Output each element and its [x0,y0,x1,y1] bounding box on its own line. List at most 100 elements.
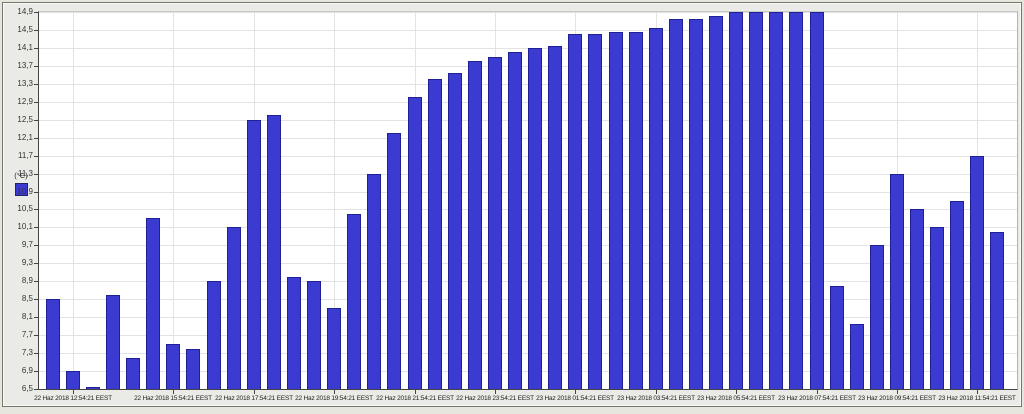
bar [428,79,442,389]
y-axis-tick-label: 8,5 [21,294,33,303]
y-axis-tick [34,138,38,139]
bar [970,156,984,389]
x-axis-tick-label: 22 Haz 2018 23:54:21 EEST [456,395,534,402]
y-axis-tick-label: 9,7 [21,240,33,249]
bar [930,227,944,389]
x-axis-tick [656,390,657,394]
y-axis-tick-label: 12,1 [17,133,33,142]
y-axis-tick-label: 6,5 [21,384,33,393]
x-axis-tick [736,390,737,394]
y-axis-tick-label: 6,9 [21,366,33,375]
y-axis-tick [34,389,38,390]
y-axis-unit-label: (°C) [14,171,28,180]
bar [629,32,643,389]
bar [488,57,502,389]
bar [890,174,904,389]
bar [207,281,221,389]
y-axis-tick-label: 7,7 [21,330,33,339]
gridline-v [334,12,335,389]
y-axis-tick-label: 13,3 [17,79,33,88]
y-axis-tick [34,120,38,121]
bar [709,16,723,389]
bar [186,349,200,389]
y-axis-tick [34,317,38,318]
x-axis-tick [73,390,74,394]
y-axis-legend: (°C) [7,171,35,196]
series-color-swatch [15,183,28,196]
y-axis-tick [34,84,38,85]
y-axis-tick-label: 10,9 [17,187,33,196]
y-axis-tick [34,156,38,157]
y-axis-tick [34,299,38,300]
bar [166,344,180,389]
bar [46,299,60,389]
bar [609,32,623,389]
y-axis-tick-label: 14,5 [17,25,33,34]
y-axis-tick-label: 7,3 [21,348,33,357]
x-axis-tick-label: 23 Haz 2018 07:54:21 EEST [778,395,856,402]
x-axis-tick-label: 23 Haz 2018 11:54:21 EEST [938,395,1016,402]
y-axis-tick [34,335,38,336]
bar [287,277,301,389]
y-axis-tick-label: 13,7 [17,61,33,70]
bar [367,174,381,389]
bar [749,12,763,389]
y-axis-tick-label: 8,9 [21,276,33,285]
bar [830,286,844,389]
x-axis-tick [495,390,496,394]
x-axis-tick [575,390,576,394]
y-axis-tick [34,371,38,372]
bar [910,209,924,389]
y-axis-tick-label: 14,1 [17,43,33,52]
y-axis-tick [34,227,38,228]
bar [347,214,361,389]
x-axis-tick-label: 23 Haz 2018 03:54:21 EEST [617,395,695,402]
bar [448,73,462,389]
bar [408,97,422,389]
bar [146,218,160,389]
y-axis-tick [34,174,38,175]
y-axis-tick-label: 12,9 [17,97,33,106]
y-axis-tick-label: 14,9 [17,7,33,16]
gridline-v [173,12,174,389]
x-axis-tick-label: 23 Haz 2018 01:54:21 EEST [536,395,614,402]
x-axis-tick-label: 22 Haz 2018 12:54:21 EEST [34,395,112,402]
chart-panel: (°C) 6,5 6,9 7,3 7,7 8,1 8,5 8,9 9,3 9,7 10,1 10,5… [2,2,1022,407]
bar [247,120,261,389]
x-axis-tick [334,390,335,394]
y-axis-tick [34,192,38,193]
gridline-h [39,12,1017,13]
y-axis-tick [34,102,38,103]
x-axis-tick [254,390,255,394]
bar [769,12,783,389]
bar [327,308,341,389]
y-axis-tick-label: 11,7 [18,151,33,160]
bar [810,12,824,389]
y-axis-tick [34,353,38,354]
y-axis-tick [34,209,38,210]
y-axis-tick-label: 9,3 [21,258,33,267]
x-axis-tick [977,390,978,394]
gridline-h [39,30,1017,31]
bar [528,48,542,389]
bar [307,281,321,389]
bar [267,115,281,389]
bar [669,19,683,389]
y-axis-tick-label: 8,1 [21,312,33,321]
y-axis-tick-label: 11,3 [18,169,33,178]
x-axis-tick-label: 22 Haz 2018 19:54:21 EEST [295,395,373,402]
bar [106,295,120,389]
y-axis-tick [34,281,38,282]
y-axis-tick-label: 12,5 [17,115,33,124]
y-axis-tick [34,48,38,49]
bar [548,46,562,389]
bar [568,34,582,389]
x-axis-tick [415,390,416,394]
x-axis-tick [817,390,818,394]
plot-area: 6,5 6,9 7,3 7,7 8,1 8,5 8,9 9,3 9,7 10,1 10,5 10,9 1… [17,8,1018,402]
gridline-v [73,12,74,389]
bar [588,34,602,389]
x-axis-tick-label: 22 Haz 2018 15:54:21 EEST [134,395,212,402]
y-axis-tick-label: 10,5 [17,204,33,213]
